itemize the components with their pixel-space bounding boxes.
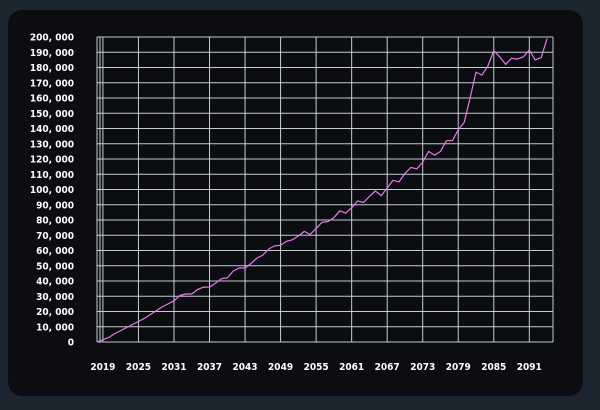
y-tick-label: 60, 000 [36, 246, 74, 257]
x-tick-label: 2061 [339, 362, 364, 373]
x-tick-label: 2091 [517, 362, 542, 373]
y-tick-label: 110, 000 [30, 170, 74, 181]
x-tick-label: 2067 [375, 362, 400, 373]
x-tick-label: 2055 [304, 362, 329, 373]
x-tick-label: 2049 [268, 362, 293, 373]
y-tick-label: 90, 000 [36, 200, 74, 211]
y-tick-label: 120, 000 [30, 155, 74, 166]
y-tick-label: 0 [68, 338, 74, 349]
x-tick-label: 2031 [161, 362, 186, 373]
y-tick-label: 30, 000 [36, 292, 74, 303]
y-tick-label: 40, 000 [36, 277, 74, 288]
y-tick-label: 100, 000 [30, 185, 74, 196]
y-tick-label: 150, 000 [30, 109, 74, 120]
y-tick-label: 190, 000 [30, 48, 74, 59]
y-tick-label: 180, 000 [30, 63, 74, 74]
y-tick-label: 80, 000 [36, 216, 74, 227]
x-tick-label: 2079 [446, 362, 471, 373]
grid [96, 36, 554, 343]
y-tick-label: 10, 000 [36, 322, 74, 333]
chart-card [8, 10, 583, 396]
x-tick-label: 2019 [90, 362, 115, 373]
y-tick-label: 200, 000 [30, 33, 74, 44]
series-line [96, 38, 548, 343]
y-tick-label: 130, 000 [30, 139, 74, 150]
y-tick-label: 50, 000 [36, 261, 74, 272]
x-tick-label: 2085 [481, 362, 506, 373]
y-tick-label: 20, 000 [36, 307, 74, 318]
x-tick-label: 2073 [410, 362, 435, 373]
y-axis-ticks: 0 10, 000 20, 000 30, 000 40, 000 50, 000 60, … [30, 33, 74, 349]
y-tick-label: 140, 000 [30, 124, 74, 135]
x-tick-label: 2037 [197, 362, 222, 373]
y-tick-label: 170, 000 [30, 78, 74, 89]
x-tick-label: 2043 [233, 362, 258, 373]
x-tick-label: 2025 [126, 362, 151, 373]
y-tick-label: 70, 000 [36, 231, 74, 242]
y-tick-label: 160, 000 [30, 94, 74, 105]
x-axis-ticks: 2019 2025 2031 2037 2043 2049 2055 2061 2067 2073… [90, 362, 541, 373]
